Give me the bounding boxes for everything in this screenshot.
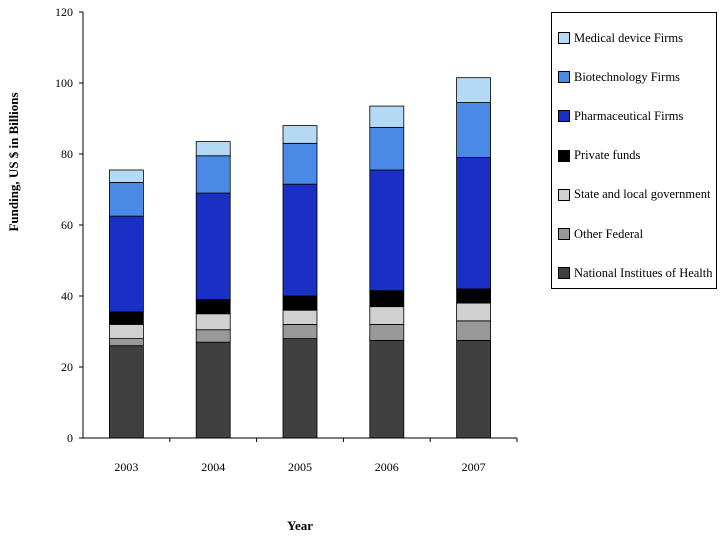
legend-label: Biotechnology Firms [574,69,680,84]
bar-segment [109,323,144,339]
y-ticks: 0 20 40 60 80 100 120 [55,5,83,445]
y-tick-label: 20 [61,360,73,374]
legend-item: Medical device Firms [558,30,683,46]
bar-segment [456,102,492,158]
legend-item: Pharmaceutical Firms [558,108,683,124]
legend-item: State and local government [558,187,710,203]
bar-segment [195,299,231,315]
legend-label: Medical device Firms [574,30,683,45]
bar-segment [456,302,492,322]
y-tick-label: 120 [55,5,73,19]
legend-swatch [558,32,570,44]
bar-segment [109,311,144,325]
legend-item: Biotechnology Firms [558,69,680,85]
bar-segment [369,339,405,439]
bar-segment [282,142,318,185]
bar-segment [195,155,231,194]
legend-swatch [558,267,570,280]
bar-segment [369,126,405,171]
bar-segment [369,105,405,128]
legend-item: Other Federal [558,226,643,242]
y-tick-label: 40 [61,289,73,303]
legend-label: Pharmaceutical Firms [574,108,684,123]
y-tick-label: 80 [61,147,73,161]
bar-segment [195,141,231,157]
legend-swatch [558,110,570,123]
bar-segment [195,329,231,343]
bar-segment [282,295,318,311]
bar-segment [456,288,492,304]
legend-label: National Institues of Health [574,265,713,280]
bar-segment [109,181,144,217]
bar-segment [282,323,318,339]
bar-segment [195,341,231,439]
legend-item: Private funds [558,148,640,164]
legend-label: Other Federal [574,226,644,241]
bar-segment [109,169,144,183]
x-ticks: 2003 2004 2005 2006 2007 [114,438,518,474]
y-axis-title: Funding, US $ in Billions [6,92,21,231]
bar-segment [369,290,405,308]
bar-segment [109,215,144,313]
x-tick-label: 2005 [288,460,312,474]
bar-segment [195,313,231,331]
x-tick-label: 2003 [114,460,138,474]
bar-segment [456,157,492,290]
legend-swatch [558,188,570,201]
bar-segment [369,169,405,292]
bar-segment [282,309,318,325]
bar-segment [282,183,318,297]
y-tick-label: 0 [67,431,73,445]
legend-label: State and local government [574,187,711,202]
legend: Medical device Firms Biotechnology Firms P… [551,12,717,289]
bar-segment [195,192,231,300]
bar-segment [282,338,318,439]
bar-segment [369,323,405,341]
legend-swatch [558,228,570,240]
x-tick-label: 2006 [375,460,399,474]
x-axis-title: Year [287,518,313,533]
y-tick-label: 60 [61,218,73,232]
legend-label: Private funds [574,148,641,163]
bar-segment [456,320,492,341]
bar-segment [456,339,492,439]
x-tick-label: 2004 [201,460,225,474]
legend-swatch [558,71,570,84]
bar-segment [282,125,318,144]
legend-item: National Institues of Health [558,265,713,281]
x-tick-label: 2007 [462,460,486,474]
y-tick-label: 100 [55,76,73,90]
bar-segment [109,345,144,439]
bar-segment [109,338,144,347]
bar-segment [369,306,405,325]
bar-segment [456,77,492,103]
legend-swatch [558,149,570,162]
plot-area [109,77,492,439]
